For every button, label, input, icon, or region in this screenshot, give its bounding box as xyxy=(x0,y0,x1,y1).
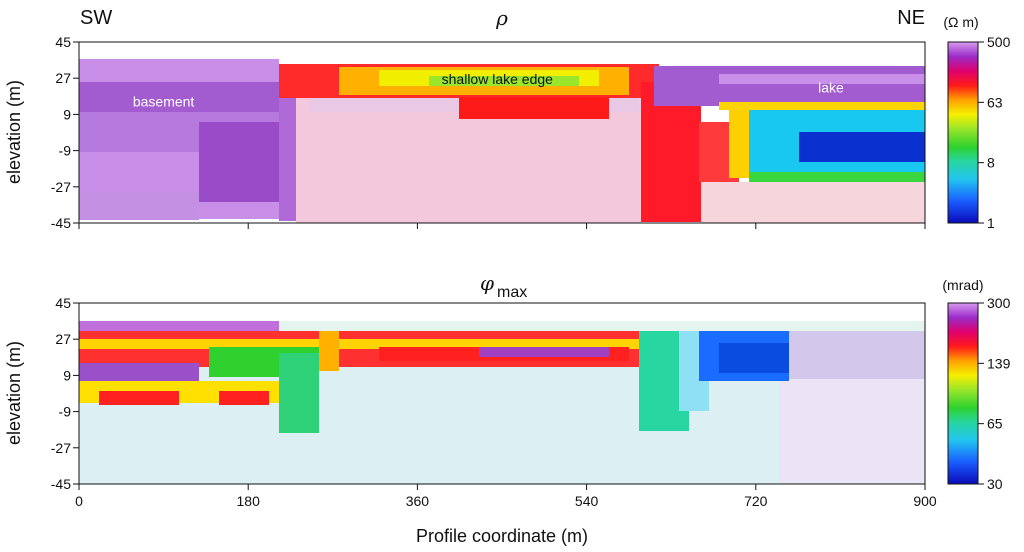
field-cell xyxy=(429,76,579,86)
y-tick-label-rho--45: -45 xyxy=(51,215,71,231)
x-tick-label-0: 0 xyxy=(75,493,83,509)
field-cell xyxy=(79,192,199,220)
panel-resistivity: SW NE ρ 45 27 9 -9 -27 -45 elevation (m) base… xyxy=(4,6,1011,231)
field-cell xyxy=(799,132,925,162)
y-tick-label-phi-9: 9 xyxy=(63,367,71,383)
y-tick-label-rho-27: 27 xyxy=(55,70,71,86)
field-cell xyxy=(719,343,789,373)
y-tick-label-rho--9: -9 xyxy=(59,143,72,159)
field-cell xyxy=(459,97,609,119)
x-tick-label-180: 180 xyxy=(237,493,261,509)
y-tick-label-rho-9: 9 xyxy=(63,106,71,122)
colorbar-tick-label-phi-1: 139 xyxy=(987,355,1011,371)
colorbar-gradient-phi xyxy=(947,302,979,485)
annotation-2: lake xyxy=(818,79,844,95)
y-axis-label-phi: elevation (m) xyxy=(4,341,24,445)
colorbar-tick-label-rho-0: 500 xyxy=(987,34,1011,50)
y-tick-label-phi--27: -27 xyxy=(51,440,71,456)
field-cell xyxy=(789,331,925,379)
field-cell xyxy=(654,66,925,106)
colorbar-tick-label-phi-2: 65 xyxy=(987,416,1003,432)
y-tick-label-rho-45: 45 xyxy=(55,34,71,50)
rho-field xyxy=(79,59,925,223)
field-cell xyxy=(99,391,179,405)
plot-frame-rho xyxy=(78,41,926,224)
corner-label-ne: NE xyxy=(897,7,925,29)
colorbar-unit-rho: (Ω m) xyxy=(943,14,978,30)
annotation-0: basement xyxy=(133,93,195,109)
x-tick-label-360: 360 xyxy=(406,493,430,509)
field-cell xyxy=(719,102,925,110)
annotation-1: shallow lake edge xyxy=(442,71,554,87)
colorbar-tick-label-phi-0: 300 xyxy=(987,295,1011,311)
y-ticks-phi: 45 27 9 -9 -27 -45 xyxy=(51,295,79,492)
corner-label-sw: SW xyxy=(80,7,112,29)
field-cell xyxy=(719,74,925,84)
field-cell xyxy=(79,82,279,112)
panel-title-phi: φ xyxy=(480,271,494,295)
y-tick-label-phi-27: 27 xyxy=(55,331,71,347)
field-cell xyxy=(729,108,749,178)
panel-phase: φ max 0 180 360 540 720 900 45 27 9 -9 -27 -45 ele… xyxy=(4,271,1011,546)
field-cell xyxy=(279,66,296,221)
panel-title-phi-symbol: φ xyxy=(480,271,494,295)
field-cell xyxy=(479,347,609,357)
panel-title-phi-subscript: max xyxy=(497,284,527,301)
x-tick-label-900: 900 xyxy=(913,493,937,509)
colorbar-tick-label-rho-2: 8 xyxy=(987,155,995,171)
phi-field xyxy=(79,321,925,484)
panel-title-rho: ρ xyxy=(495,6,508,30)
colorbar-tick-label-rho-3: 1 xyxy=(987,215,995,231)
field-cell xyxy=(79,339,639,349)
field-cell xyxy=(319,331,339,371)
y-axis-label-rho: elevation (m) xyxy=(4,80,24,184)
x-ticks-rho xyxy=(78,223,926,229)
field-cell xyxy=(701,182,925,223)
y-tick-label-phi-45: 45 xyxy=(55,295,71,311)
field-cell xyxy=(279,353,319,433)
x-axis-label: Profile coordinate (m) xyxy=(416,526,588,546)
field-cell xyxy=(79,321,279,331)
y-tick-label-rho--27: -27 xyxy=(51,179,71,195)
colorbar-tick-label-phi-3: 30 xyxy=(987,476,1003,492)
field-cell xyxy=(199,122,279,202)
plot-frame-phi xyxy=(78,302,926,485)
colorbar-unit-phi: (mrad) xyxy=(942,277,983,293)
field-cell xyxy=(219,391,269,405)
colorbar-rho: (Ω m) 500 63 8 1 xyxy=(943,14,1010,231)
x-tick-label-720: 720 xyxy=(744,493,768,509)
colorbar-phi: (mrad) 300 139 65 30 xyxy=(942,277,1010,492)
x-ticks-phi: 0 180 360 540 720 900 xyxy=(75,484,937,509)
colorbar-tick-label-rho-1: 63 xyxy=(987,94,1003,110)
annotations-rho: basement shallow lake edge lake xyxy=(133,71,844,109)
y-tick-label-phi--45: -45 xyxy=(51,476,71,492)
y-ticks-rho: 45 27 9 -9 -27 -45 xyxy=(51,34,79,231)
x-tick-label-540: 540 xyxy=(575,493,599,509)
y-tick-label-phi--9: -9 xyxy=(59,404,72,420)
colorbar-gradient-rho xyxy=(947,41,979,224)
